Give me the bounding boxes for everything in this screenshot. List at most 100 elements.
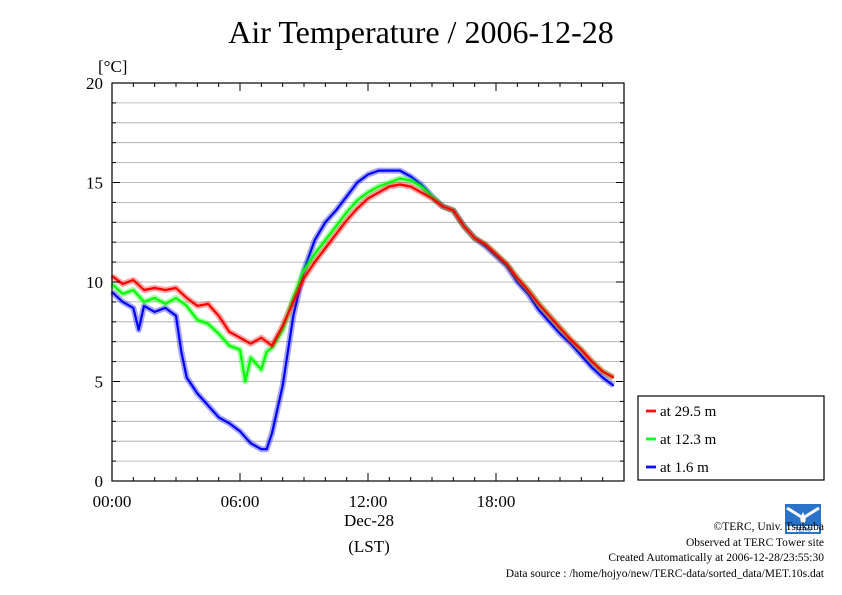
- y-tick-label: 20: [86, 74, 103, 93]
- data-point: [388, 181, 391, 184]
- data-point: [121, 301, 124, 303]
- data-point: [281, 324, 284, 327]
- data-point: [548, 320, 551, 323]
- data-point: [164, 303, 167, 305]
- x-tick-label: 12:00: [349, 492, 388, 511]
- data-point: [463, 225, 465, 228]
- data-point: [132, 279, 135, 281]
- data-point: [313, 239, 316, 242]
- data-point: [367, 173, 369, 176]
- data-point: [548, 314, 551, 317]
- y-tick-label: 0: [95, 472, 104, 491]
- x-tick-label: 06:00: [221, 492, 260, 511]
- data-point: [356, 181, 359, 184]
- data-point: [239, 430, 241, 433]
- data-point: [185, 305, 188, 307]
- data-point: [612, 384, 615, 387]
- data-point: [495, 253, 497, 256]
- data-point: [399, 169, 401, 172]
- y-tick-label: 15: [86, 174, 103, 193]
- credits-block: ©TERC, Univ. Tsukuba Observed at TERC To…: [506, 520, 824, 582]
- data-point: [313, 253, 316, 256]
- svg-text:TERC: TERC: [795, 528, 812, 534]
- data-point: [271, 432, 273, 435]
- data-point: [516, 281, 519, 283]
- data-point: [377, 191, 380, 194]
- data-point: [175, 314, 177, 317]
- data-point: [377, 169, 380, 172]
- legend-label: at 12.3 m: [660, 432, 717, 448]
- data-point: [377, 185, 380, 188]
- data-point: [137, 328, 140, 331]
- lines-layer: [109, 167, 616, 453]
- series-halo-at-29-5-m: [110, 181, 615, 381]
- data-point: [239, 336, 241, 339]
- legend-box: [637, 395, 825, 481]
- data-point: [217, 332, 220, 335]
- data-point: [601, 376, 604, 379]
- created-text: Created Automatically at 2006-12-28/23:5…: [608, 552, 824, 564]
- data-point: [185, 376, 188, 379]
- data-point: [196, 318, 199, 321]
- data-point: [153, 287, 156, 289]
- data-point: [292, 314, 295, 317]
- data-point: [185, 297, 188, 299]
- data-point: [537, 309, 540, 311]
- data-point: [324, 221, 327, 224]
- data-point: [345, 195, 348, 198]
- data-point: [249, 356, 252, 359]
- data-point: [356, 207, 359, 210]
- y-axis-label: [°C]: [98, 57, 127, 76]
- data-point: [265, 350, 268, 353]
- data-point: [217, 416, 220, 419]
- data-point: [388, 185, 391, 188]
- observed-text: Observed at TERC Tower site: [685, 536, 824, 549]
- series-line-at-29-5-m: [111, 183, 614, 379]
- data-point: [324, 247, 327, 250]
- data-point: [537, 303, 540, 305]
- series-halo-at-12-3-m: [109, 175, 615, 385]
- data-point: [239, 348, 241, 351]
- data-point: [228, 344, 231, 347]
- data-point: [516, 277, 519, 279]
- data-point: [196, 392, 199, 395]
- data-point: [569, 338, 572, 341]
- data-point: [388, 169, 391, 172]
- data-point: [452, 209, 455, 212]
- data-point: [569, 342, 572, 345]
- x-axis-label: (LST): [348, 537, 390, 556]
- x-tick-label: 18:00: [477, 492, 516, 511]
- data-point: [367, 191, 369, 194]
- data-point: [591, 360, 593, 363]
- data-point: [601, 370, 604, 373]
- data-point: [153, 311, 156, 313]
- data-point: [292, 301, 295, 303]
- data-point: [143, 301, 145, 303]
- data-point: [207, 404, 209, 407]
- data-point: [580, 354, 583, 357]
- data-point: [132, 307, 135, 309]
- data-point: [164, 289, 167, 291]
- data-point: [580, 348, 583, 351]
- chart-title: Air Temperature / 2006-12-28: [228, 14, 614, 50]
- legend-label: at 29.5 m: [660, 404, 717, 420]
- data-point: [559, 326, 561, 329]
- data-point: [399, 177, 401, 180]
- data-point: [143, 305, 145, 307]
- data-point: [260, 448, 263, 451]
- data-point: [175, 287, 177, 289]
- data-point: [260, 336, 263, 339]
- data-point: [559, 332, 561, 335]
- data-point: [303, 269, 305, 271]
- data-point: [281, 384, 284, 387]
- data-point: [409, 175, 412, 178]
- data-point: [367, 197, 369, 200]
- data-point: [217, 314, 220, 317]
- data-point: [324, 239, 327, 242]
- data-point: [260, 368, 263, 371]
- data-point: [207, 322, 209, 325]
- x-tick-label: 00:00: [93, 492, 132, 511]
- data-point: [356, 199, 359, 202]
- source-text: Data source : /home/hojyo/new/TERC-data/…: [505, 567, 824, 580]
